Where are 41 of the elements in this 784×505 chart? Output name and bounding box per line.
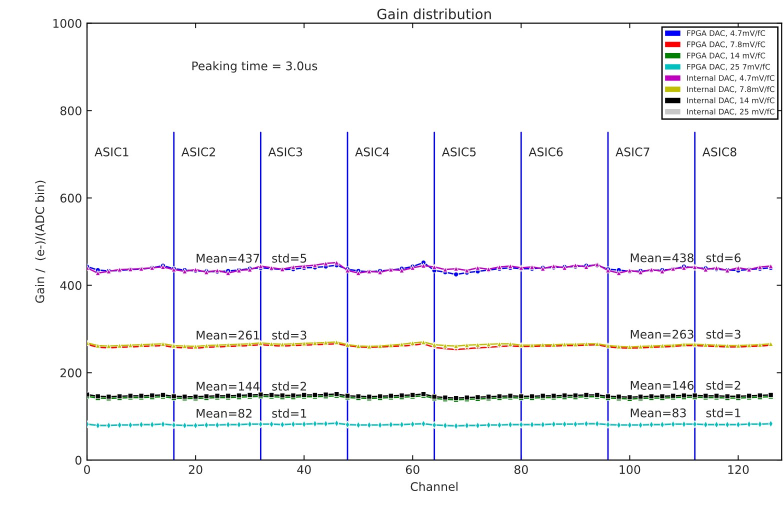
annotation: std=2	[706, 380, 740, 390]
annotation: ASIC3	[268, 147, 302, 156]
annotation: std=6	[706, 253, 741, 262]
y-tick-label: 800	[60, 106, 82, 116]
x-tick-label: 60	[406, 465, 420, 474]
chart-title: Gain distribution	[377, 8, 491, 20]
y-tick-label: 400	[60, 281, 82, 290]
y-tick-label: 1000	[53, 18, 82, 28]
annotation: ASIC7	[616, 147, 650, 156]
annotation: std=1	[272, 408, 306, 418]
y-tick-label: 0	[75, 456, 82, 465]
annotation: std=2	[272, 382, 306, 391]
y-axis-title: Gain / (e-)/(ADC bin)	[35, 180, 46, 303]
annotation: std=1	[706, 408, 740, 418]
annotation: std=3	[272, 330, 306, 340]
annotation: ASIC5	[442, 147, 476, 156]
x-tick-label: 120	[728, 465, 749, 474]
x-tick-label: 20	[188, 465, 202, 474]
annotation: Peaking time = 3.0us	[192, 61, 318, 73]
annotation: ASIC1	[94, 147, 128, 156]
annotation: Mean=146	[630, 380, 694, 390]
annotation: ASIC6	[528, 147, 563, 156]
annotation: Mean=144	[196, 382, 260, 391]
annotation: ASIC4	[355, 147, 390, 156]
y-tick-label: 200	[60, 368, 82, 378]
x-tick-label: 80	[514, 465, 528, 474]
annotation: ASIC2	[181, 147, 215, 156]
x-tick-label: 0	[84, 465, 90, 474]
x-tick-label: 100	[620, 465, 640, 474]
annotation: Mean=438	[630, 253, 694, 262]
x-tick-label: 40	[297, 465, 311, 474]
annotation: ASIC8	[702, 147, 736, 156]
y-tick-label: 600	[60, 194, 82, 203]
annotation: std=5	[272, 254, 306, 263]
annotation: std=3	[706, 330, 740, 339]
annotation: Mean=437	[196, 254, 260, 263]
annotation: Mean=261	[196, 330, 260, 340]
annotation: Mean=82	[196, 408, 252, 418]
annotation: Mean=83	[630, 408, 686, 418]
x-axis-title: Channel	[410, 482, 458, 492]
annotation: Mean=263	[630, 330, 694, 339]
